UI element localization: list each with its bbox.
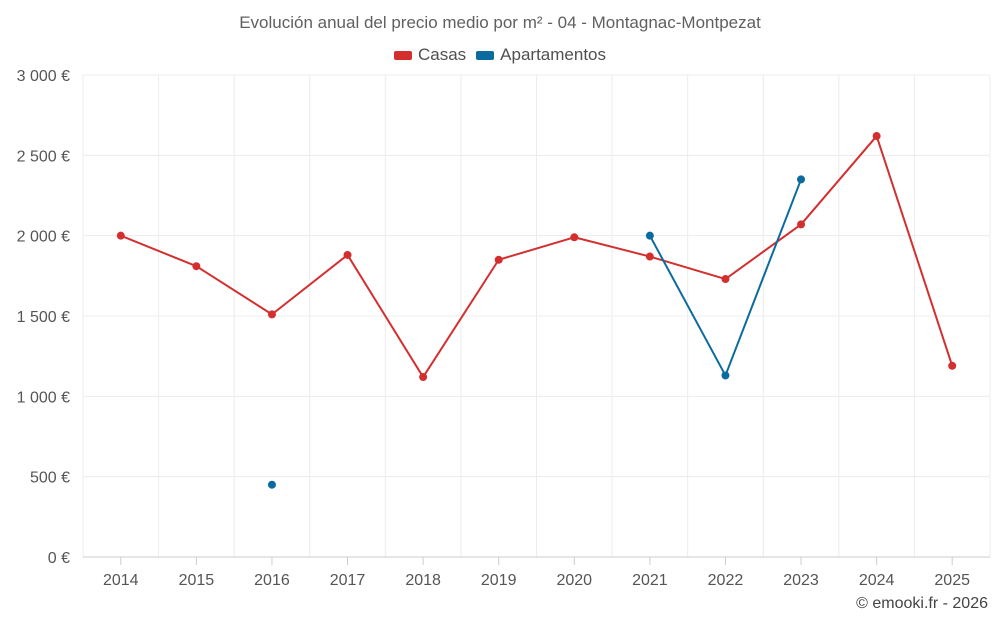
data-point-casas bbox=[721, 275, 730, 284]
data-point-casas bbox=[948, 361, 957, 370]
x-tick-label: 2025 bbox=[934, 572, 970, 589]
x-tick-label: 2024 bbox=[859, 572, 895, 589]
x-tick-label: 2017 bbox=[330, 572, 366, 589]
x-tick-label: 2015 bbox=[179, 572, 215, 589]
data-point-casas bbox=[419, 373, 428, 382]
data-point-casas bbox=[343, 250, 352, 259]
data-point-casas bbox=[645, 252, 654, 261]
x-tick-label: 2022 bbox=[708, 572, 744, 589]
x-tick-label: 2023 bbox=[783, 572, 819, 589]
data-point-casas bbox=[872, 132, 881, 141]
y-tick-label: 2 500 € bbox=[17, 148, 70, 165]
y-tick-label: 3 000 € bbox=[17, 68, 70, 85]
data-point-apartamentos bbox=[645, 231, 654, 240]
legend-label-apartamentos: Apartamentos bbox=[500, 45, 607, 64]
legend-swatch-apartamentos bbox=[476, 50, 495, 60]
data-point-casas bbox=[267, 310, 276, 319]
legend-label-casas: Casas bbox=[417, 45, 467, 64]
y-tick-label: 500 € bbox=[30, 470, 70, 487]
y-tick-label: 0 € bbox=[48, 550, 70, 567]
series-line-casas bbox=[120, 135, 954, 379]
x-tick-label: 2019 bbox=[481, 572, 517, 589]
data-point-casas bbox=[192, 262, 201, 271]
data-point-apartamentos bbox=[797, 175, 806, 184]
data-point-casas bbox=[797, 220, 806, 229]
data-point-casas bbox=[494, 255, 503, 264]
data-point-casas bbox=[570, 233, 579, 242]
chart-title: Evolución anual del precio medio por m² … bbox=[239, 13, 761, 32]
legend-item-casas[interactable]: Casas bbox=[393, 45, 467, 65]
data-point-apartamentos bbox=[267, 480, 276, 489]
legend-swatch-casas bbox=[393, 50, 412, 60]
y-tick-label: 1 000 € bbox=[17, 389, 70, 406]
y-tick-label: 1 500 € bbox=[17, 309, 70, 326]
legend-item-apartamentos[interactable]: Apartamentos bbox=[476, 45, 606, 65]
credit-text: © emooki.fr - 2026 bbox=[856, 595, 988, 612]
x-tick-label: 2018 bbox=[405, 572, 441, 589]
x-tick-label: 2014 bbox=[103, 572, 139, 589]
x-tick-label: 2016 bbox=[254, 572, 290, 589]
data-point-casas bbox=[116, 231, 125, 240]
x-tick-label: 2020 bbox=[556, 572, 592, 589]
legend: Casas Apartamentos bbox=[0, 45, 1000, 65]
x-tick-label: 2021 bbox=[632, 572, 668, 589]
data-point-apartamentos bbox=[721, 371, 730, 380]
y-tick-label: 2 000 € bbox=[17, 229, 70, 246]
